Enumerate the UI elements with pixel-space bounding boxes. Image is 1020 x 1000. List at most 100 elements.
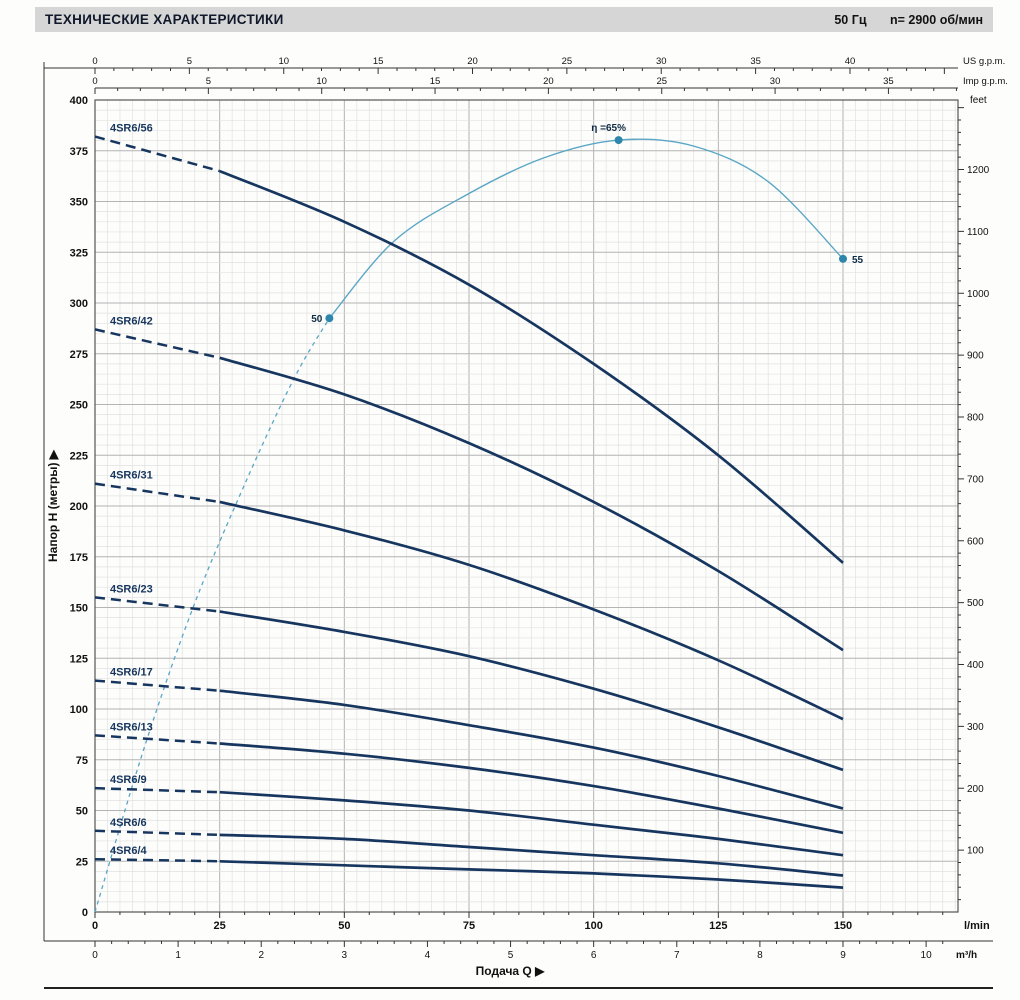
svg-text:150: 150 [834, 920, 852, 932]
svg-text:35: 35 [883, 76, 894, 87]
pump-curve-4SR6-23: 4SR6/23 [94, 583, 844, 772]
curve-solid-segment [219, 833, 844, 877]
curve-dashed-segment [94, 857, 220, 863]
h-axis-labels-m: 0 25 50 75 100 125 150 175 200 225 250 275 300 325 350… [70, 95, 88, 919]
curve-label: 4SR6/6 [110, 817, 147, 829]
curve-dashed-segment [94, 482, 220, 504]
svg-text:100: 100 [70, 704, 88, 716]
svg-text:0: 0 [92, 920, 98, 932]
pump-curve-4SR6-56: 4SR6/56 [94, 123, 844, 564]
svg-text:5: 5 [187, 56, 192, 67]
svg-text:8: 8 [757, 950, 763, 961]
curve-dashed-segment [94, 786, 220, 794]
curve-dashed-segment [94, 734, 220, 745]
m3h-axis: 0 1 2 3 4 5 6 7 8 9 10 m³/h [44, 940, 993, 961]
curve-solid-segment [219, 356, 844, 652]
svg-text:225: 225 [70, 450, 88, 462]
efficiency-marker-dot [839, 254, 848, 263]
curve-dashed-segment [94, 328, 220, 360]
svg-text:9: 9 [840, 950, 846, 961]
pump-curve-4SR6-42: 4SR6/42 [94, 315, 844, 652]
svg-text:325: 325 [70, 247, 88, 259]
svg-text:6: 6 [591, 950, 597, 961]
pump-curve-4SR6-17: 4SR6/17 [94, 667, 844, 810]
efficiency-curve-solid [328, 138, 844, 319]
curve-solid-segment [219, 500, 844, 721]
svg-text:900: 900 [967, 351, 984, 362]
imp-gpm-axis: 0 5 10 15 20 25 30 35 Imp g.p.m. [92, 76, 1008, 94]
svg-text:200: 200 [967, 784, 984, 795]
lmin-axis-title: l/min [964, 920, 990, 932]
efficiency-marker-label: 50 [311, 314, 323, 325]
svg-text:125: 125 [70, 653, 88, 665]
pump-curve-4SR6-4: 4SR6/4 [94, 845, 844, 889]
svg-text:175: 175 [70, 552, 88, 564]
header-bar: ТЕХНИЧЕСКИЕ ХАРАКТЕРИСТИКИ 50 Гц n= 2900… [35, 7, 993, 32]
feet-axis-title: feet [970, 95, 987, 106]
svg-text:250: 250 [70, 400, 88, 412]
svg-text:150: 150 [70, 603, 88, 615]
svg-text:25: 25 [562, 56, 573, 67]
curve-dashed-segment [94, 596, 220, 613]
curve-solid-segment [219, 790, 844, 857]
svg-text:20: 20 [543, 76, 554, 87]
svg-text:4: 4 [425, 950, 431, 961]
svg-text:100: 100 [584, 920, 602, 932]
svg-text:125: 125 [709, 920, 727, 932]
q-axis-title: Подача Q ▶ [476, 964, 545, 978]
svg-text:5: 5 [206, 76, 211, 87]
curve-label: 4SR6/4 [110, 845, 148, 857]
svg-text:2: 2 [258, 950, 264, 961]
pump-curve-4SR6-13: 4SR6/13 [94, 721, 844, 835]
svg-text:10: 10 [316, 76, 327, 87]
svg-text:300: 300 [967, 722, 984, 733]
svg-text:25: 25 [656, 76, 667, 87]
svg-text:10: 10 [278, 56, 289, 67]
svg-text:200: 200 [70, 501, 88, 513]
svg-text:1: 1 [175, 950, 181, 961]
plot-frame [94, 99, 959, 913]
us-gpm-axis: 0 5 10 15 20 25 30 35 40 US g.p.m. [44, 56, 1005, 74]
pump-curve-4SR6-6: 4SR6/6 [94, 817, 844, 877]
svg-text:15: 15 [430, 76, 441, 87]
grid [94, 99, 958, 913]
svg-text:5: 5 [508, 950, 514, 961]
svg-text:1100: 1100 [967, 227, 989, 238]
imp-gpm-axis-title: Imp g.p.m. [963, 76, 1008, 87]
svg-text:100: 100 [967, 846, 984, 857]
pump-curves: 4SR6/56 4SR6/42 4SR6/31 4SR6/23 4SR6/17 4SR6/… [94, 123, 844, 889]
efficiency-markers: 50 η =65% 55 [311, 123, 863, 325]
pump-curve-4SR6-9: 4SR6/9 [94, 774, 844, 857]
curve-label: 4SR6/56 [110, 123, 153, 135]
svg-text:275: 275 [70, 349, 88, 361]
svg-text:10: 10 [921, 950, 933, 961]
curve-label: 4SR6/17 [110, 667, 153, 679]
svg-text:375: 375 [70, 146, 88, 158]
curve-solid-segment [219, 859, 844, 889]
efficiency-marker-label: 55 [852, 255, 864, 266]
header-specs: 50 Гц n= 2900 об/мин [834, 13, 983, 27]
svg-text:3: 3 [342, 950, 348, 961]
pump-curve-4SR6-31: 4SR6/31 [94, 470, 844, 721]
efficiency-marker-label: η =65% [591, 123, 626, 134]
svg-text:0: 0 [92, 950, 98, 961]
svg-text:75: 75 [76, 755, 88, 767]
curve-label: 4SR6/23 [110, 583, 153, 595]
svg-text:400: 400 [70, 95, 88, 107]
m3h-axis-title: m³/h [956, 950, 977, 961]
curve-solid-segment [219, 689, 844, 810]
svg-text:40: 40 [845, 56, 856, 67]
svg-text:30: 30 [656, 56, 667, 67]
efficiency-marker-dot [325, 314, 334, 323]
svg-text:25: 25 [214, 920, 226, 932]
curve-label: 4SR6/31 [110, 470, 153, 482]
curve-dashed-segment [94, 679, 220, 692]
svg-text:700: 700 [967, 474, 984, 485]
curve-dashed-segment [94, 829, 220, 837]
frequency-value: 50 Гц [834, 12, 867, 27]
svg-text:0: 0 [92, 76, 97, 87]
svg-text:20: 20 [467, 56, 478, 67]
curve-label: 4SR6/13 [110, 721, 153, 733]
